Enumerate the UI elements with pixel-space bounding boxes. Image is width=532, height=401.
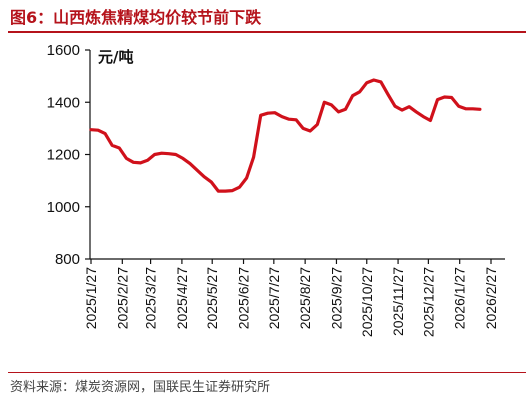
y-tick-label: 800 bbox=[55, 251, 80, 268]
y-axis-unit-label: 元/吨 bbox=[98, 48, 133, 66]
x-tick-label: 2026/1/27 bbox=[452, 267, 468, 329]
y-tick-label: 1000 bbox=[47, 199, 80, 216]
x-tick-label: 2025/12/27 bbox=[420, 267, 436, 337]
x-tick-label: 2025/11/27 bbox=[390, 267, 406, 336]
x-tick-label: 2025/8/27 bbox=[297, 267, 313, 329]
source-note: 资料来源：煤炭资源网，国联民生证券研究所 bbox=[10, 380, 271, 395]
price-series-line bbox=[89, 78, 482, 193]
x-tick-label: 2025/7/27 bbox=[266, 267, 282, 329]
source-divider bbox=[8, 372, 526, 373]
x-tick-label: 2025/5/27 bbox=[204, 267, 220, 329]
y-tick-label: 1200 bbox=[47, 147, 80, 164]
title-divider bbox=[8, 31, 526, 33]
x-tick-label: 2025/2/27 bbox=[114, 267, 130, 329]
x-axis: 2025/1/27 2025/2/27 2025/3/27 2025/4/27 2025… bbox=[83, 258, 505, 337]
chart-title: 图6：山西炼焦精煤均价较节前下跌 bbox=[10, 8, 262, 27]
x-tick-label: 2026/2/27 bbox=[483, 267, 499, 329]
x-tick-label: 2025/9/27 bbox=[328, 267, 344, 329]
y-tick-label: 1400 bbox=[47, 94, 80, 111]
x-tick-label: 2025/4/27 bbox=[174, 267, 190, 329]
y-tick-label: 1600 bbox=[47, 42, 80, 59]
x-tick-label: 2025/3/27 bbox=[143, 267, 159, 329]
y-axis: 800 1000 1200 1400 1600 bbox=[47, 42, 91, 268]
x-tick-label: 2025/10/27 bbox=[359, 267, 375, 337]
x-tick-label: 2025/6/27 bbox=[236, 267, 252, 329]
x-tick-label: 2025/1/27 bbox=[83, 267, 99, 329]
